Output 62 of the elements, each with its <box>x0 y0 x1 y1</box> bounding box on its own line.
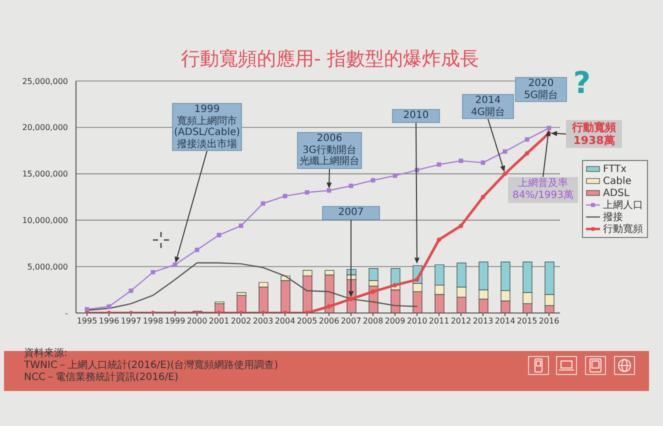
legend-label: FTTx <box>603 164 627 174</box>
text: NCC－電信業務統計資訊(2016/E) <box>24 372 178 384</box>
x-tick-label: 2009 <box>384 316 406 326</box>
x-tick-label: 2000 <box>186 316 208 326</box>
x-tick-label: 2013 <box>472 316 494 326</box>
bar <box>390 290 400 313</box>
x-tick-label: 1999 <box>164 316 186 326</box>
x-tick-label: 2004 <box>274 316 296 326</box>
y-tick-label: - <box>65 308 68 318</box>
x-tick-label: 1996 <box>98 316 120 326</box>
point <box>436 237 442 242</box>
x-tick-label: 2014 <box>494 316 516 326</box>
x-tick-label: 2001 <box>208 316 230 326</box>
chart-title: 行動寬頻的應用- 指數型的爆炸成長 <box>180 47 480 72</box>
legend-label: 撥接 <box>603 210 623 224</box>
x-tick-label: 2016 <box>538 316 560 326</box>
legend-label: ADSL <box>603 188 630 198</box>
point <box>326 304 332 309</box>
x-tick-label: 1997 <box>120 316 142 326</box>
x-tick-label: 2006 <box>318 316 340 326</box>
x-tick-label: 2012 <box>450 316 472 326</box>
point <box>238 224 244 228</box>
point <box>502 172 508 176</box>
point <box>414 277 420 282</box>
point <box>392 173 398 178</box>
point <box>370 178 376 182</box>
x-tick-label: 1995 <box>76 316 98 326</box>
legend-label: Cable <box>603 176 632 186</box>
x-tick-label: 2007 <box>340 316 362 326</box>
point <box>150 270 156 274</box>
point <box>348 184 354 188</box>
x-tick-label: 2003 <box>252 316 274 326</box>
point <box>282 194 288 198</box>
y-tick-label: 10,000,000 <box>22 216 68 226</box>
point <box>480 160 486 165</box>
point <box>524 151 530 156</box>
legend-label: 上網人口 <box>603 198 643 212</box>
x-tick-label: 2005 <box>296 316 318 326</box>
y-tick-label: 5,000,000 <box>27 262 68 272</box>
point <box>348 296 354 302</box>
source-note: 資料來源: <box>24 348 68 360</box>
point <box>458 158 464 164</box>
y-tick-label: 20,000,000 <box>22 123 68 132</box>
y-tick-label: 25,000,000 <box>22 76 68 86</box>
x-tick-label: 2010 <box>406 316 428 326</box>
text: TWNIC－上網人口統計(2016/E)(台灣寬頻網路使用調查) <box>24 360 278 372</box>
text: ? <box>572 66 592 101</box>
point <box>304 190 310 195</box>
x-tick-label: 2015 <box>516 316 538 326</box>
point <box>194 248 200 252</box>
y-tick-label: 15,000,000 <box>22 170 68 179</box>
point <box>172 262 178 267</box>
point <box>480 194 486 200</box>
legend-label: 行動寬頻 <box>603 222 643 236</box>
point <box>458 224 464 228</box>
point <box>128 288 134 293</box>
x-tick-label: 1998 <box>142 316 164 326</box>
point <box>370 289 376 294</box>
x-tick-label: 2011 <box>428 316 450 326</box>
bar <box>236 295 246 313</box>
x-tick-label: 2002 <box>230 316 252 326</box>
x-tick-label: 2008 <box>362 316 384 326</box>
